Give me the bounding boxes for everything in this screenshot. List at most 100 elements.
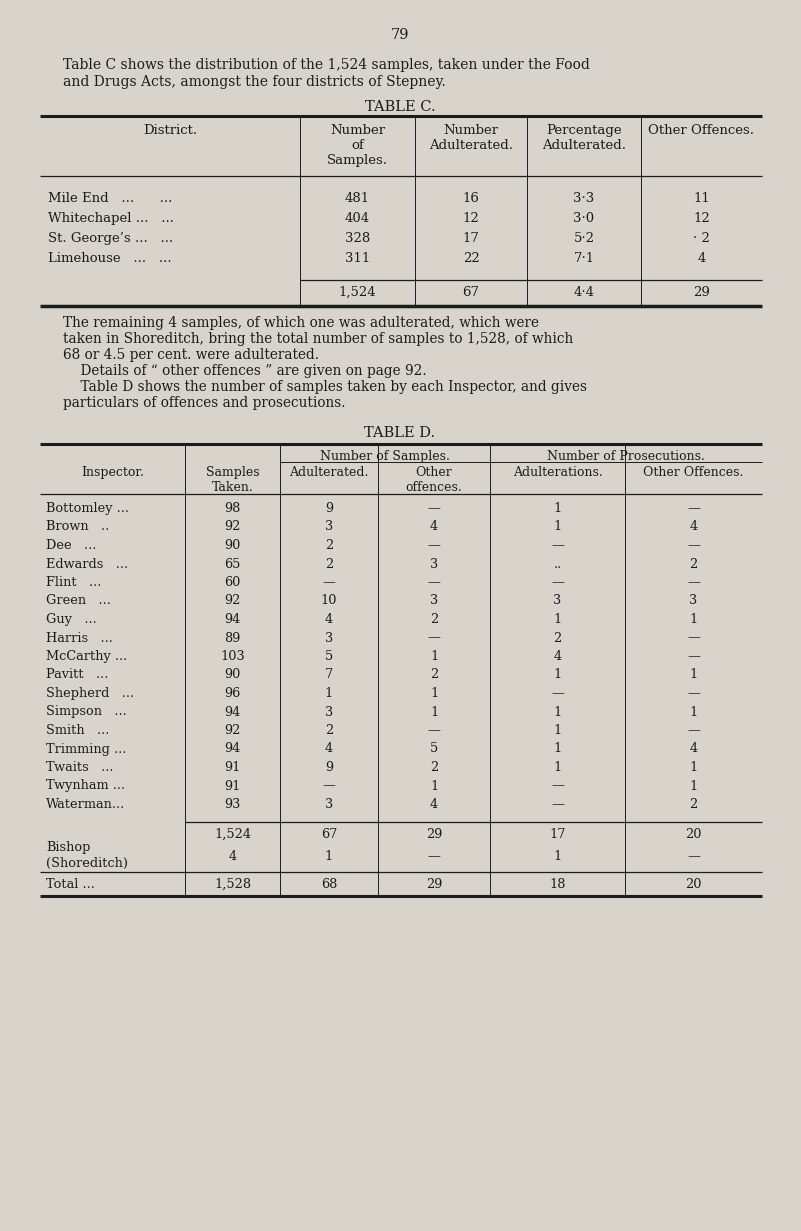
Text: 2: 2 (690, 798, 698, 811)
Text: 4: 4 (698, 252, 706, 265)
Text: 5·2: 5·2 (574, 231, 594, 245)
Text: Twaits   ...: Twaits ... (46, 761, 114, 774)
Text: 2: 2 (325, 558, 333, 570)
Text: —: — (687, 650, 700, 664)
Text: 2: 2 (430, 613, 438, 627)
Text: Other Offences.: Other Offences. (649, 124, 755, 137)
Text: TABLE C.: TABLE C. (364, 100, 435, 114)
Text: —: — (687, 632, 700, 645)
Text: 4: 4 (325, 742, 333, 756)
Text: 1: 1 (553, 742, 562, 756)
Text: Table C shows the distribution of the 1,524 samples, taken under the Food: Table C shows the distribution of the 1,… (63, 58, 590, 71)
Text: 29: 29 (426, 827, 442, 841)
Text: 9: 9 (325, 761, 333, 774)
Text: —: — (551, 779, 564, 793)
Text: Trimming ...: Trimming ... (46, 742, 127, 756)
Text: 90: 90 (224, 539, 240, 551)
Text: 91: 91 (224, 779, 240, 793)
Text: 1: 1 (430, 687, 438, 700)
Text: 20: 20 (685, 878, 702, 890)
Text: 91: 91 (224, 761, 240, 774)
Text: —: — (551, 539, 564, 551)
Text: 90: 90 (224, 668, 240, 682)
Text: 3: 3 (553, 595, 562, 608)
Text: Shepherd   ...: Shepherd ... (46, 687, 134, 700)
Text: 1,528: 1,528 (214, 878, 251, 890)
Text: 1: 1 (690, 705, 698, 719)
Text: Harris   ...: Harris ... (46, 632, 113, 645)
Text: 1: 1 (553, 668, 562, 682)
Text: —: — (428, 576, 441, 588)
Text: 4: 4 (228, 851, 236, 863)
Text: 68: 68 (321, 878, 337, 890)
Text: 3: 3 (325, 705, 333, 719)
Text: 5: 5 (430, 742, 438, 756)
Text: —: — (551, 576, 564, 588)
Text: 92: 92 (224, 595, 240, 608)
Text: 68 or 4.5 per cent. were adulterated.: 68 or 4.5 per cent. were adulterated. (63, 348, 319, 362)
Text: Waterman...: Waterman... (46, 798, 125, 811)
Text: Number
Adulterated.: Number Adulterated. (429, 124, 513, 151)
Text: 3: 3 (325, 632, 333, 645)
Text: · 2: · 2 (693, 231, 710, 245)
Text: Samples
Taken.: Samples Taken. (206, 467, 260, 494)
Text: —: — (428, 502, 441, 515)
Text: 79: 79 (391, 28, 409, 42)
Text: Smith   ...: Smith ... (46, 724, 110, 737)
Text: 20: 20 (685, 827, 702, 841)
Text: 1: 1 (553, 705, 562, 719)
Text: 1: 1 (553, 502, 562, 515)
Text: 103: 103 (220, 650, 245, 664)
Text: 29: 29 (426, 878, 442, 890)
Text: 92: 92 (224, 724, 240, 737)
Text: Guy   ...: Guy ... (46, 613, 97, 627)
Text: Brown   ..: Brown .. (46, 521, 109, 533)
Text: Details of “ other offences ” are given on page 92.: Details of “ other offences ” are given … (63, 364, 427, 378)
Text: The remaining 4 samples, of which one was adulterated, which were: The remaining 4 samples, of which one wa… (63, 316, 539, 330)
Text: —: — (551, 687, 564, 700)
Text: Number of Samples.: Number of Samples. (320, 451, 450, 463)
Text: 7: 7 (325, 668, 333, 682)
Text: 4: 4 (690, 521, 698, 533)
Text: 1: 1 (430, 650, 438, 664)
Text: 94: 94 (224, 742, 240, 756)
Text: —: — (428, 632, 441, 645)
Text: 4: 4 (430, 798, 438, 811)
Text: Adulterations.: Adulterations. (513, 467, 602, 479)
Text: 17: 17 (462, 231, 480, 245)
Text: 4: 4 (430, 521, 438, 533)
Text: 3: 3 (430, 558, 438, 570)
Text: 60: 60 (224, 576, 240, 588)
Text: 3: 3 (325, 798, 333, 811)
Text: 404: 404 (345, 212, 370, 225)
Text: 1: 1 (553, 724, 562, 737)
Text: 311: 311 (345, 252, 370, 265)
Text: 7·1: 7·1 (574, 252, 594, 265)
Text: —: — (687, 576, 700, 588)
Text: —: — (428, 851, 441, 863)
Text: 18: 18 (549, 878, 566, 890)
Text: 3: 3 (690, 595, 698, 608)
Text: 4: 4 (325, 613, 333, 627)
Text: 94: 94 (224, 705, 240, 719)
Text: 2: 2 (325, 724, 333, 737)
Text: —: — (687, 687, 700, 700)
Text: —: — (687, 851, 700, 863)
Text: 1: 1 (690, 668, 698, 682)
Text: ..: .. (553, 558, 562, 570)
Text: 1: 1 (325, 851, 333, 863)
Text: Green   ...: Green ... (46, 595, 111, 608)
Text: —: — (687, 724, 700, 737)
Text: McCarthy ...: McCarthy ... (46, 650, 127, 664)
Text: 2: 2 (325, 539, 333, 551)
Text: 9: 9 (325, 502, 333, 515)
Text: 1: 1 (430, 779, 438, 793)
Text: 1: 1 (553, 613, 562, 627)
Text: 4: 4 (553, 650, 562, 664)
Text: TABLE D.: TABLE D. (364, 426, 436, 439)
Text: 1: 1 (553, 851, 562, 863)
Text: Inspector.: Inspector. (81, 467, 144, 479)
Text: 3: 3 (430, 595, 438, 608)
Text: 67: 67 (321, 827, 337, 841)
Text: 1: 1 (325, 687, 333, 700)
